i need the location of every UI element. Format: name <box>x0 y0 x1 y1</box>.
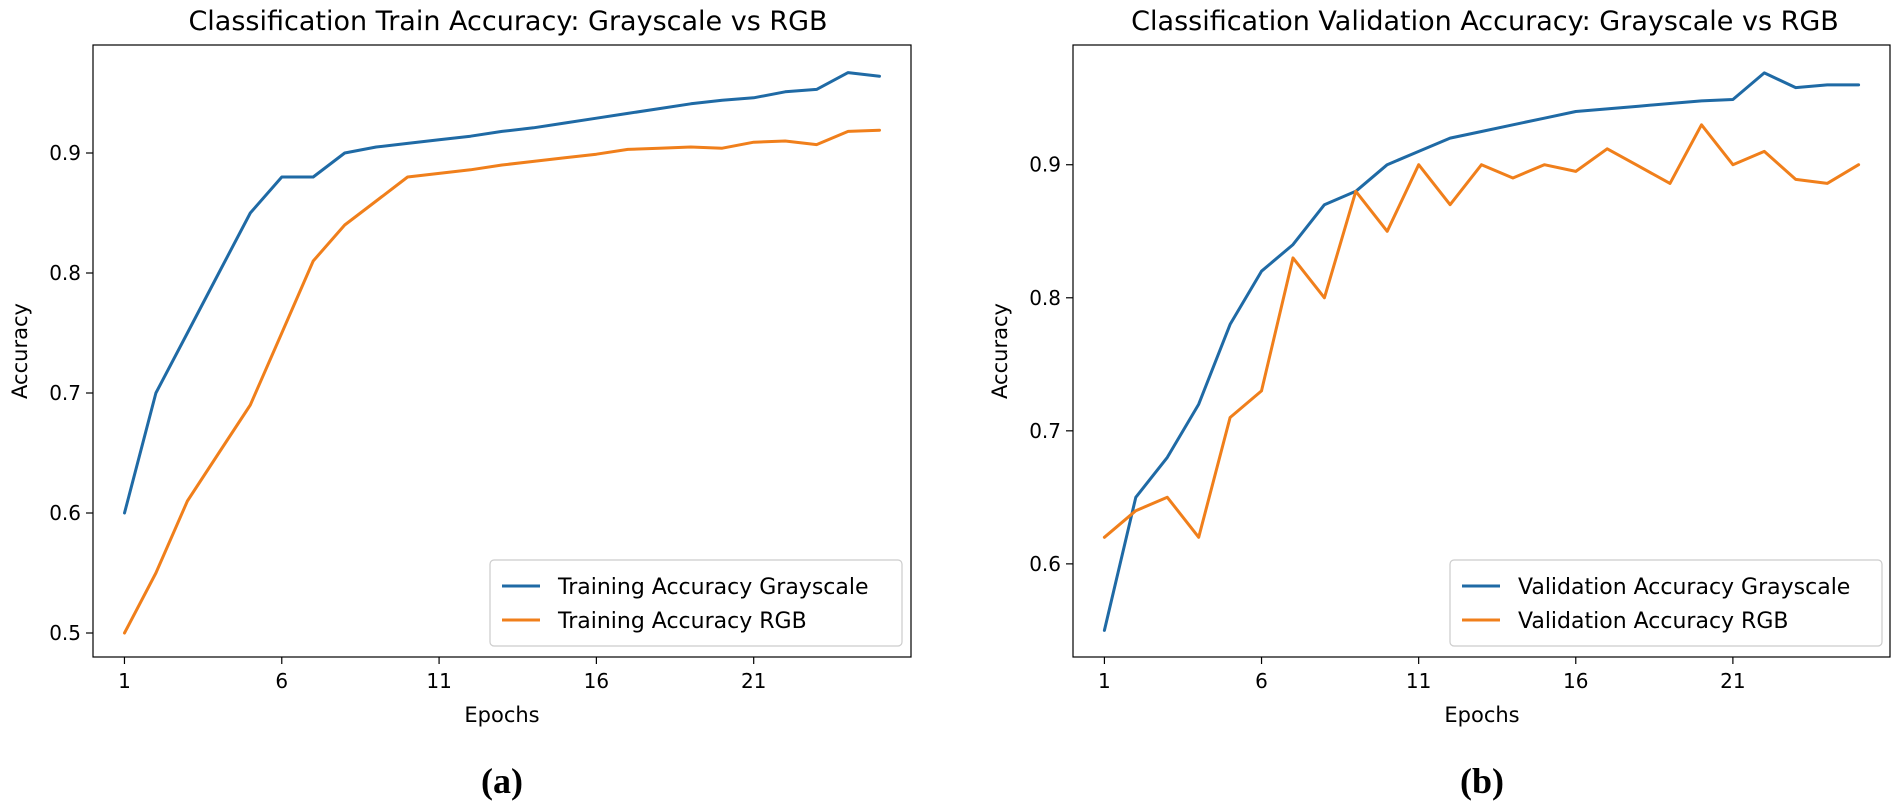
x-tick-label-b: 6 <box>1255 669 1268 693</box>
y-tick-label-b: 0.6 <box>1029 552 1061 576</box>
caption-b: (b) <box>1460 761 1504 801</box>
x-tick-label-a: 16 <box>584 669 609 693</box>
legend-label-grayscale-a: Training Accuracy Grayscale <box>557 575 869 600</box>
y-axis-label-a: Accuracy <box>8 303 32 399</box>
legend-a: Training Accuracy Grayscale Training Acc… <box>489 559 903 647</box>
chart-title-a: Classification Train Accuracy: Grayscale… <box>188 6 827 37</box>
y-tick-label-a: 0.9 <box>49 141 81 165</box>
chart-panel-b: Classification Validation Accuracy: Gray… <box>988 6 1891 801</box>
plot-area-a <box>92 44 912 658</box>
plot-area-b <box>1072 44 1891 658</box>
x-tick-label-b: 21 <box>1720 669 1745 693</box>
legend-label-grayscale-b: Validation Accuracy Grayscale <box>1518 575 1850 600</box>
y-tick-label-a: 0.5 <box>49 621 81 645</box>
legend-box-a <box>489 559 903 647</box>
series-line-grayscale-a <box>123 71 881 515</box>
x-tick-label-a: 1 <box>118 669 131 693</box>
y-axis-label-b: Accuracy <box>988 303 1012 399</box>
chart-panel-a: Classification Train Accuracy: Grayscale… <box>8 6 912 801</box>
y-tick-label-a: 0.7 <box>49 381 81 405</box>
x-tick-label-b: 11 <box>1406 669 1431 693</box>
x-axis-label-b: Epochs <box>1444 703 1519 727</box>
x-axis-label-a: Epochs <box>464 703 539 727</box>
x-tick-label-a: 6 <box>275 669 288 693</box>
y-tick-label-b: 0.8 <box>1029 286 1061 310</box>
x-tick-label-a: 11 <box>426 669 451 693</box>
legend-box-b <box>1449 559 1883 647</box>
y-tick-label-b: 0.9 <box>1029 153 1061 177</box>
y-tick-label-a: 0.8 <box>49 261 81 285</box>
series-line-rgb-a <box>123 128 881 635</box>
legend-label-rgb-b: Validation Accuracy RGB <box>1518 609 1789 634</box>
x-tick-label-a: 21 <box>741 669 766 693</box>
caption-a: (a) <box>481 761 523 801</box>
y-tick-label-a: 0.6 <box>49 501 81 525</box>
y-tick-label-b: 0.7 <box>1029 419 1061 443</box>
series-line-rgb-b <box>1102 123 1861 539</box>
x-tick-label-b: 1 <box>1098 669 1111 693</box>
series-line-grayscale-b <box>1102 71 1861 632</box>
legend-b: Validation Accuracy Grayscale Validation… <box>1449 559 1883 647</box>
chart-title-b: Classification Validation Accuracy: Gray… <box>1131 6 1839 37</box>
legend-label-rgb-a: Training Accuracy RGB <box>557 609 807 634</box>
x-tick-label-b: 16 <box>1563 669 1588 693</box>
